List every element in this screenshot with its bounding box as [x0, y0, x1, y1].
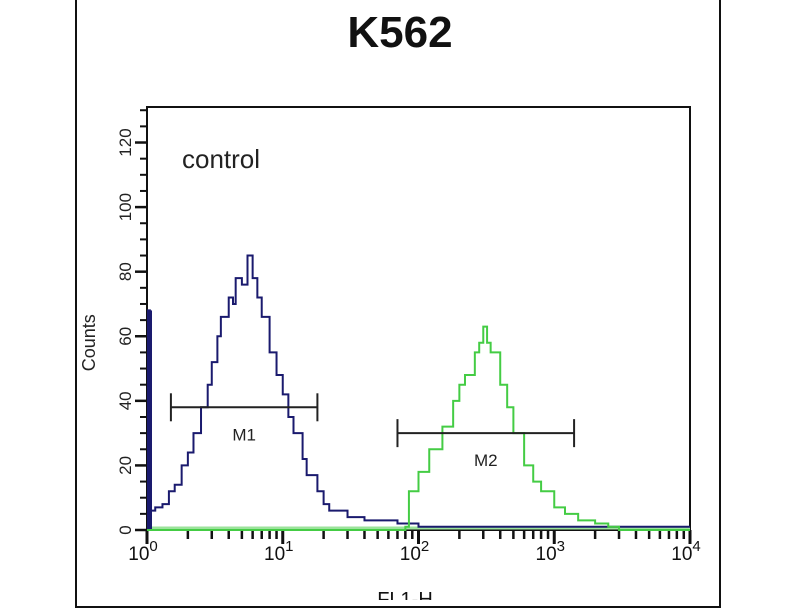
- tick-exponent: 4: [692, 538, 700, 555]
- left-edge-pileup: [147, 310, 152, 530]
- x-tick-label: 104: [671, 538, 700, 565]
- x-tick-label: 103: [536, 538, 565, 565]
- annotation-control: control: [182, 144, 260, 174]
- x-tick-label: 100: [128, 538, 157, 565]
- tick-base: 10: [128, 544, 149, 565]
- y-tick-label: 20: [116, 456, 135, 475]
- y-tick-label: 0: [116, 525, 135, 534]
- marker-label: M2: [474, 451, 498, 470]
- x-axis-label: FL1-H: [377, 589, 433, 600]
- chart-title: K562: [347, 8, 453, 57]
- tick-exponent: 1: [285, 538, 293, 555]
- tick-exponent: 0: [149, 538, 157, 555]
- tick-base: 10: [264, 544, 285, 565]
- tick-exponent: 3: [557, 538, 565, 555]
- tick-base: 10: [400, 544, 421, 565]
- y-tick-label: 100: [116, 193, 135, 221]
- plot-area: [146, 106, 691, 531]
- marker-label: M1: [232, 425, 256, 444]
- y-tick-label: 80: [116, 262, 135, 281]
- tick-base: 10: [536, 544, 557, 565]
- y-tick-label: 40: [116, 391, 135, 410]
- tick-base: 10: [671, 544, 692, 565]
- y-axis-label: Counts: [79, 314, 99, 371]
- histogram-series-control: [147, 254, 690, 528]
- histogram-series-sample: [147, 325, 690, 531]
- x-tick-label: 101: [264, 538, 293, 565]
- y-tick-label: 60: [116, 327, 135, 346]
- x-tick-label: 102: [400, 538, 429, 565]
- y-tick-label: 120: [116, 128, 135, 156]
- tick-exponent: 2: [421, 538, 429, 555]
